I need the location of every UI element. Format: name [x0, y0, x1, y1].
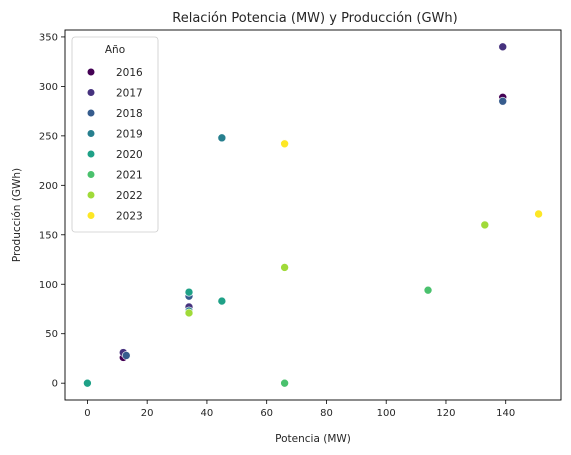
y-tick-label: 350: [39, 32, 58, 43]
legend-label-2021: 2021: [116, 170, 143, 182]
legend-label-2016: 2016: [116, 67, 143, 79]
point-2019: [217, 133, 227, 143]
legend-title: Año: [105, 44, 125, 56]
legend-marker-2023: [86, 211, 96, 220]
point-2022: [480, 220, 490, 230]
legend-marker-2021: [86, 170, 96, 179]
x-axis-label: Potencia (MW): [275, 433, 351, 445]
y-tick-label: 0: [52, 379, 58, 390]
point-2020: [217, 296, 227, 306]
legend-marker-2017: [86, 88, 96, 97]
legend-label-2019: 2019: [116, 129, 143, 141]
point-2018: [498, 96, 508, 106]
legend-label-2023: 2023: [116, 211, 143, 223]
legend: Año 2016 2017 2018 2019 2020 2021 2022 2023: [71, 36, 159, 233]
point-2022: [184, 308, 194, 318]
point-2020: [184, 287, 194, 297]
x-tick-label: 0: [84, 408, 90, 419]
chart-title: Relación Potencia (MW) y Producción (GWh…: [172, 11, 457, 26]
plot-frame: [64, 29, 562, 401]
point-2021: [280, 378, 289, 388]
point-2017: [498, 42, 508, 52]
legend-marker-2019: [86, 129, 96, 138]
y-tick-label: 200: [39, 181, 58, 192]
point-2021: [423, 285, 433, 295]
legend-label-2018: 2018: [116, 108, 143, 120]
legend-marker-2020: [86, 149, 96, 159]
x-tick-label: 80: [320, 408, 333, 419]
legend-label-2017: 2017: [116, 88, 143, 100]
legend-box: [71, 36, 159, 233]
x-tick-label: 40: [201, 408, 214, 419]
y-tick-label: 150: [39, 230, 58, 241]
legend-marker-2018: [86, 108, 96, 118]
plot-area: [83, 42, 543, 388]
x-tick-label: 20: [141, 408, 154, 419]
point-2020: [83, 378, 92, 388]
point-2023: [280, 139, 289, 149]
x-tick-label: 140: [496, 408, 515, 419]
y-tick-label: 50: [45, 329, 58, 340]
x-tick-label: 60: [260, 408, 273, 419]
legend-label-2020: 2020: [116, 149, 143, 161]
y-tick-label: 250: [39, 131, 58, 142]
legend-marker-2016: [86, 67, 96, 77]
legend-marker-2022: [86, 190, 96, 200]
x-tick-label: 100: [377, 408, 396, 419]
point-2023: [534, 209, 543, 219]
x-tick-label: 120: [436, 408, 455, 419]
point-2022: [280, 263, 289, 272]
y-axis: 0 50 100 150 200 250 300 350: [39, 32, 65, 390]
legend-items: 2016 2017 2018 2019 2020 2021 2022 2023: [86, 67, 143, 223]
y-axis-label: Producción (GWh): [11, 168, 23, 262]
x-axis: 0 20 40 60 80 100 120 140: [84, 400, 515, 419]
legend-label-2022: 2022: [116, 190, 143, 202]
point-2018: [121, 351, 131, 360]
y-tick-label: 300: [39, 82, 58, 93]
y-tick-label: 100: [39, 280, 58, 291]
